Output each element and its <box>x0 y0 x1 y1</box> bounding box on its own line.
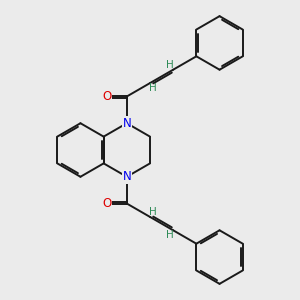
Text: H: H <box>167 60 174 70</box>
Text: N: N <box>122 117 131 130</box>
Text: H: H <box>167 230 174 240</box>
Text: O: O <box>102 197 111 210</box>
Text: H: H <box>149 207 157 217</box>
Text: H: H <box>149 83 157 93</box>
Text: O: O <box>102 90 111 103</box>
Text: N: N <box>122 170 131 183</box>
